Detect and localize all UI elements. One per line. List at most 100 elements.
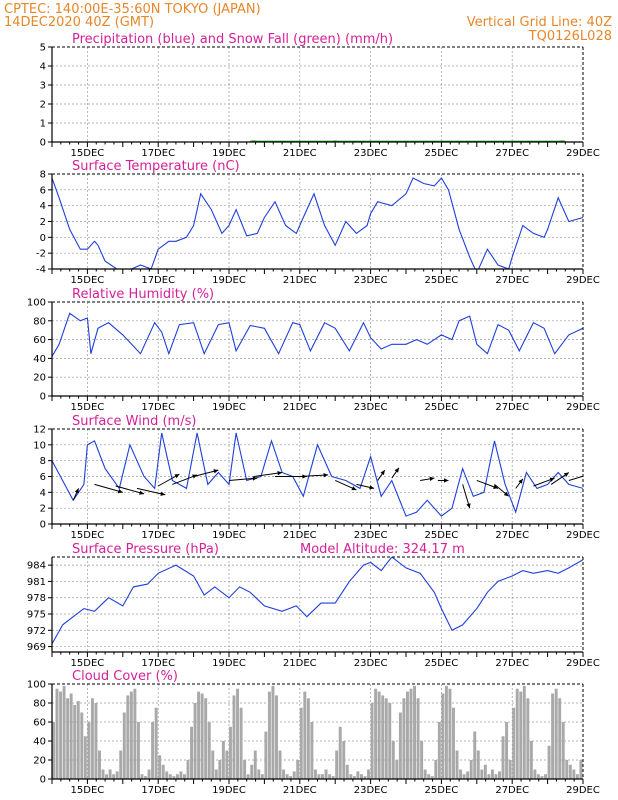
cloud-bar-129 (508, 760, 512, 779)
pressure-xlabel-0: 15DEC (71, 658, 105, 669)
wind-arrow-head-13 (380, 470, 385, 476)
wind-arrow-shaft-10 (299, 474, 329, 477)
cloud-ylabel-5: 100 (27, 680, 46, 691)
cloud-bar-146 (568, 764, 572, 779)
wind-arrow-21 (533, 477, 555, 487)
wind-data (52, 432, 583, 517)
cloud-bar-59 (260, 774, 264, 779)
rh-ylabel-3: 60 (33, 335, 46, 346)
cloud-bar-124 (490, 769, 494, 779)
cloud-bar-10 (87, 722, 91, 779)
wind-arrow-head-19 (503, 491, 509, 497)
wind-arrow-6 (193, 469, 219, 477)
temp-xlabel-0: 15DEC (71, 275, 105, 286)
rh-xlabel-0: 15DEC (71, 402, 105, 413)
pressure-ylabel-1: 972 (27, 626, 46, 637)
wind-xlabel-0: 15DEC (71, 530, 105, 541)
cloud-bar-68 (292, 771, 296, 779)
cloud-bar-43 (204, 698, 208, 779)
wind-arrow-15 (420, 476, 435, 481)
temp-title: Surface Temperature (nC) (72, 159, 240, 174)
cloud-bar-138 (540, 776, 544, 779)
temp-xlabel-1: 17DEC (141, 275, 175, 286)
wind-arrow-11 (334, 480, 357, 491)
wind-arrow-head-0 (74, 488, 79, 494)
cloud-bar-85 (352, 776, 356, 779)
cloud-bar-119 (473, 731, 477, 779)
wind-arrow-head-2 (139, 490, 145, 495)
cloud-bar-94 (384, 698, 388, 779)
wind-arrow-23 (568, 475, 583, 481)
cloud-bar-12 (94, 703, 98, 779)
wind-arrow-head-11 (351, 486, 357, 491)
wind-arrow-22 (550, 472, 570, 485)
wind-arrow-head-4 (174, 474, 180, 479)
cloud-bar-104 (420, 741, 424, 779)
cloud-bar-33 (168, 774, 172, 779)
wind-arrow-1 (94, 483, 123, 494)
wind-arrow-shaft-7 (228, 477, 258, 481)
cloud-bar-120 (476, 750, 480, 779)
wind-xlabel-2: 19DEC (212, 530, 246, 541)
cloud-bar-78 (328, 774, 332, 779)
cloud-bar-64 (278, 750, 282, 779)
wind-xlabel-5: 25DEC (425, 530, 459, 541)
wind-arrow-head-18 (493, 484, 499, 489)
pressure-annotation: Model Altitude: 324.17 m (300, 542, 465, 557)
cloud-bar-16 (108, 769, 112, 779)
wind-arrow-head-6 (213, 469, 219, 474)
cloud-bar-30 (158, 755, 162, 779)
wind-arrow-head-15 (429, 476, 435, 481)
cloud-bar-89 (367, 769, 370, 779)
wind-arrow-4 (157, 473, 180, 487)
temp-xlabel-6: 27DEC (495, 275, 529, 286)
wind-arrow-head-8 (277, 471, 283, 476)
cloud-bar-18 (115, 771, 119, 779)
cloud-bar-47 (218, 760, 222, 779)
precip-xlabel-5: 25DEC (425, 148, 459, 159)
cloud-bar-35 (175, 774, 179, 779)
wind-arrow-3 (136, 487, 166, 496)
rh-xlabel-3: 21DEC (283, 402, 317, 413)
cloud-bar-62 (271, 685, 275, 779)
cloud-bar-50 (229, 726, 232, 779)
precip-title: Precipitation (blue) and Snow Fall (gree… (72, 32, 393, 47)
pressure-panel: Surface Pressure (hPa) Model Altitude: 32… (27, 542, 600, 669)
cloud-bar-17 (112, 774, 116, 779)
cloud-bar-82 (342, 741, 346, 779)
wind-arrow-head-12 (369, 485, 375, 490)
cloud-bar-141 (551, 693, 555, 779)
temp-ylabel-6: 8 (40, 170, 46, 181)
cloud-bar-60 (264, 731, 268, 779)
cloud-bar-86 (356, 771, 360, 779)
precip-xlabel-4: 23DEC (354, 148, 388, 159)
pressure-data (52, 557, 583, 645)
wind-series-0 (52, 432, 583, 517)
cloud-bar-76 (321, 774, 324, 779)
rh-ylabel-5: 100 (27, 298, 46, 309)
cloud-bar-25 (140, 774, 144, 779)
wind-arrow-14 (391, 467, 400, 479)
cloud-xlabel-7: 29DEC (566, 785, 600, 796)
wind-arrow-head-22 (563, 472, 569, 477)
precip-ylabel-4: 4 (40, 62, 46, 73)
cloud-bar-100 (406, 691, 409, 779)
cloud-bar-122 (483, 764, 487, 779)
cloud-bar-140 (547, 745, 551, 779)
cloud-bar-103 (416, 698, 420, 779)
cloud-bar-88 (363, 776, 367, 779)
cloud-ylabel-0: 0 (40, 775, 46, 786)
rh-xlabel-1: 17DEC (141, 402, 175, 413)
cloud-bar-112 (448, 688, 452, 779)
cloud-bar-48 (221, 741, 225, 779)
precip-xlabel-1: 17DEC (141, 148, 175, 159)
pressure-ylabel-3: 978 (27, 593, 46, 604)
rh-ylabel-1: 20 (33, 373, 46, 384)
temp-ylabel-3: 2 (40, 217, 46, 228)
cloud-bar-53 (239, 707, 243, 779)
cloud-bar-121 (480, 769, 484, 779)
wind-panel: Surface Wind (m/s) 0 2 4 6 8 10 12 15DEC 17DEC 19D… (33, 414, 600, 541)
pressure-xlabel-1: 17DEC (141, 658, 175, 669)
cloud-bar-28 (151, 722, 155, 779)
